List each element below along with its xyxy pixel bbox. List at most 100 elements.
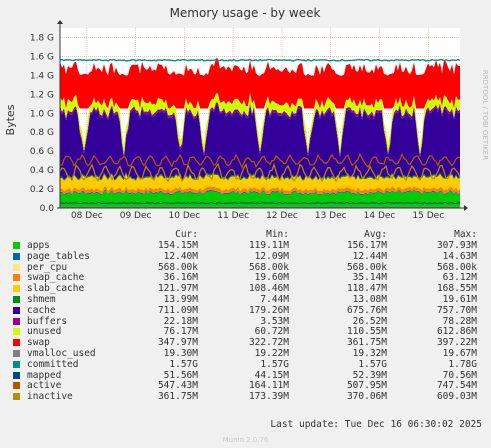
axes <box>57 20 468 211</box>
line-inactive <box>59 162 461 183</box>
legend-min: 568.00k <box>248 261 289 273</box>
legend-min: 3.53M <box>260 315 289 327</box>
area-cache <box>60 104 460 181</box>
legend-max: 397.22M <box>436 337 477 349</box>
legend-min: 19.22M <box>254 348 289 359</box>
legend-max: 14.63M <box>442 250 477 262</box>
last-update: Last update: Tue Dec 16 06:30:02 2025 <box>270 419 482 430</box>
legend-swatch <box>13 350 20 357</box>
legend-cur: 568.00k <box>157 261 198 273</box>
legend-name: slab_cache <box>27 283 85 295</box>
legend-max: 168.55M <box>436 283 477 295</box>
legend-swatch <box>13 328 20 336</box>
legend-max: 747.54M <box>436 380 477 392</box>
x-tick-label: 15 Dec <box>412 211 444 221</box>
y-axis-ticks: 0.0 0.2 G 0.4 G 0.6 G 0.8 G 1.0 G 1.2 G 1.4 G 1.… <box>30 33 54 214</box>
legend-max: 612.86M <box>436 326 477 338</box>
legend-name: shmem <box>27 294 56 305</box>
y-tick-label: 1.2 G <box>30 90 54 100</box>
legend-cur: 711.09M <box>157 304 198 316</box>
legend-min: 44.15M <box>254 369 289 381</box>
series-lines <box>59 58 461 207</box>
legend-cur: 12.40M <box>163 250 198 262</box>
area-swap <box>60 58 460 109</box>
chart-title: Memory usage - by week <box>170 6 321 20</box>
legend-min: 12.09M <box>254 250 289 262</box>
legend-name: buffers <box>27 315 68 327</box>
legend-avg: 52.39M <box>352 369 387 381</box>
legend-swatch <box>13 371 20 379</box>
legend-row-cache: cache 711.09M 179.26M 675.76M 757.70M <box>0 305 491 316</box>
legend-row-buffers: buffers 22.18M 3.53M 26.52M 78.28M <box>0 316 491 327</box>
x-tick-label: 08 Dec <box>71 211 103 221</box>
legend-avg: 26.52M <box>352 315 387 327</box>
legend-row-apps: apps 154.15M 119.11M 156.17M 307.93M <box>0 240 491 251</box>
legend-name: apps <box>27 240 50 251</box>
legend-cur: 19.30M <box>163 348 198 359</box>
legend-min: 108.46M <box>248 283 289 295</box>
legend-row-swap_cache: swap_cache 36.16M 19.60M 35.14M 63.12M <box>0 272 491 283</box>
legend-row-active: active 547.43M 164.11M 507.95M 747.54M <box>0 380 491 391</box>
legend-name: inactive <box>27 391 73 403</box>
legend-avg: 12.44M <box>352 250 387 262</box>
legend-avg: 370.06M <box>346 391 387 403</box>
x-axis-arrow <box>464 205 468 211</box>
line-active <box>59 152 461 169</box>
y-axis-label: Bytes <box>4 104 17 135</box>
legend-swatch <box>13 339 20 347</box>
legend-max: 609.03M <box>436 391 477 403</box>
legend-cur: 13.99M <box>163 294 198 305</box>
legend-row-swap: swap 347.97M 322.72M 361.75M 397.22M <box>0 337 491 348</box>
legend-min: 179.26M <box>248 304 289 316</box>
legend-header-cur: Cur: <box>175 229 198 240</box>
legend-avg: 507.95M <box>346 380 387 392</box>
legend-avg: 118.47M <box>346 283 387 295</box>
x-tick-label: 10 Dec <box>169 211 201 221</box>
area-page_tables <box>60 189 460 196</box>
legend-max: 78.28M <box>442 315 477 327</box>
y-tick-label: 0.6 G <box>30 147 54 157</box>
rrdtool-side-label: RRDTOOL / TOBI OETIKER <box>481 70 489 160</box>
legend-max: 307.93M <box>436 240 477 251</box>
legend-avg: 19.32M <box>352 348 387 359</box>
y-tick-label: 1.4 G <box>30 71 54 81</box>
legend-row-per_cpu: per_cpu 568.00k 568.00k 568.00k 568.00k <box>0 262 491 273</box>
legend-avg: 568.00k <box>346 261 387 273</box>
legend-cur: 36.16M <box>163 272 198 284</box>
y-tick-label: 1.0 G <box>30 109 54 119</box>
legend-row-committed: committed 1.57G 1.57G 1.57G 1.78G <box>0 359 491 370</box>
legend-row-mapped: mapped 51.56M 44.15M 52.39M 70.56M <box>0 370 491 381</box>
legend-name: cache <box>27 304 56 316</box>
area-slab_cache <box>60 173 460 192</box>
x-tick-label: 09 Dec <box>120 211 152 221</box>
legend-max: 19.67M <box>442 348 477 359</box>
y-tick-label: 1.6 G <box>30 52 54 62</box>
legend-min: 164.11M <box>248 380 289 392</box>
legend-row-page_tables: page_tables 12.40M 12.09M 12.44M 14.63M <box>0 251 491 262</box>
y-tick-label: 1.8 G <box>30 33 54 43</box>
y-axis-arrow <box>57 20 63 24</box>
legend-swatch <box>13 393 20 401</box>
legend-avg: 675.76M <box>346 304 387 316</box>
area-swap_cache <box>60 185 460 195</box>
legend-name: committed <box>27 358 79 370</box>
area-unused <box>60 92 460 156</box>
legend-header-max: Max: <box>454 229 477 240</box>
legend-name: vmalloc_used <box>27 348 96 359</box>
legend-swatch <box>13 306 20 314</box>
legend-avg: 110.55M <box>346 326 387 338</box>
legend-min: 119.11M <box>248 240 289 251</box>
legend-name: page_tables <box>27 250 90 262</box>
legend-avg: 35.14M <box>352 272 387 284</box>
legend-cur: 361.75M <box>157 391 198 403</box>
legend-name: swap_cache <box>27 272 85 284</box>
x-axis-ticks: 08 Dec 09 Dec 10 Dec 11 Dec 12 Dec 13 Dec 14 D… <box>71 211 444 221</box>
legend-min: 1.57G <box>260 358 289 370</box>
legend-avg: 156.17M <box>346 240 387 251</box>
x-tick-label: 11 Dec <box>217 211 249 221</box>
legend-name: per_cpu <box>27 261 68 273</box>
legend-min: 322.72M <box>248 337 289 349</box>
x-tick-label: 14 Dec <box>364 211 396 221</box>
legend-swatch <box>13 242 20 249</box>
x-tick-label: 12 Dec <box>266 211 298 221</box>
